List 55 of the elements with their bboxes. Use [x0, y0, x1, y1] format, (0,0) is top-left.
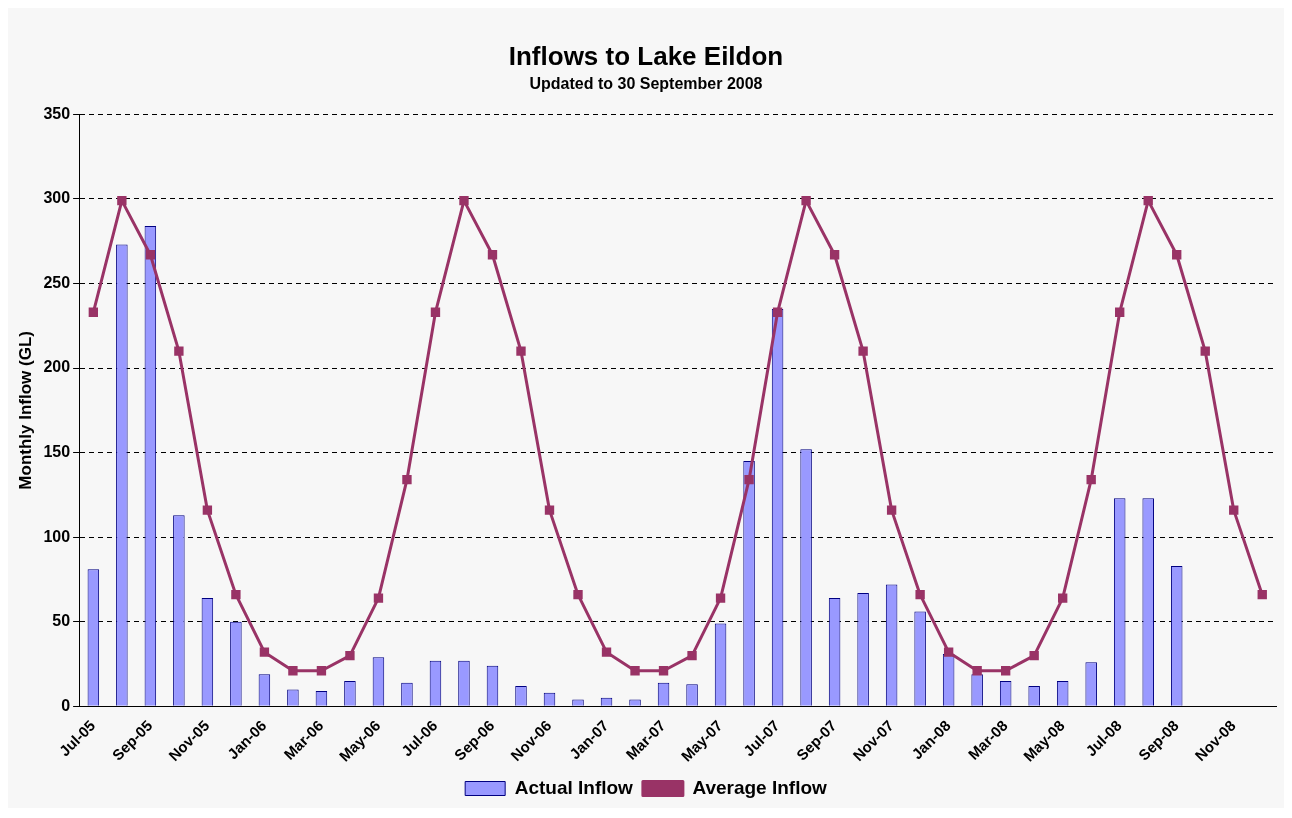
point [687, 650, 697, 661]
y-tick-label: 200 [43, 358, 71, 376]
point [715, 593, 726, 603]
y-tick-label: 0 [61, 696, 71, 714]
y-tick-label: 100 [43, 527, 71, 545]
y-tick-label: 300 [43, 189, 71, 207]
point [145, 250, 156, 260]
point [630, 666, 640, 676]
point [174, 346, 184, 356]
y-tick-label: 350 [43, 104, 71, 122]
point [915, 590, 925, 600]
point [316, 666, 327, 676]
point [1086, 475, 1096, 485]
point [373, 593, 384, 603]
legend-label: Average Inflow [692, 776, 828, 798]
point [459, 195, 469, 206]
point [886, 505, 897, 515]
point [1029, 650, 1039, 661]
chart-subtitle: Updated to 30 September 2008 [529, 75, 763, 93]
point [601, 647, 612, 657]
point [658, 666, 669, 676]
point [1115, 307, 1125, 317]
point [858, 346, 868, 356]
point [744, 475, 754, 485]
point [1143, 195, 1153, 206]
point [516, 346, 526, 356]
point [943, 647, 954, 657]
point [1200, 346, 1210, 356]
point [402, 475, 412, 485]
point [772, 307, 783, 317]
point [288, 666, 298, 676]
point [972, 666, 982, 676]
point [801, 195, 811, 206]
point [202, 505, 213, 515]
y-axis-title: Monthly Inflow (GL) [15, 331, 35, 490]
point [544, 505, 555, 515]
point [259, 647, 270, 657]
point [1172, 250, 1182, 260]
y-tick-label: 250 [43, 273, 71, 291]
y-tick-label: 50 [52, 612, 71, 630]
y-tick-label: 150 [43, 443, 71, 461]
point [430, 307, 441, 317]
point [231, 590, 241, 600]
point [345, 650, 355, 661]
point [117, 195, 127, 206]
point [1229, 505, 1239, 515]
point [1257, 590, 1267, 600]
point [88, 307, 99, 317]
point [487, 250, 498, 260]
point [829, 250, 840, 260]
point [1000, 666, 1011, 676]
chart-title: Inflows to Lake Eildon [508, 40, 784, 71]
point [1058, 593, 1068, 603]
legend-label: Actual Inflow [514, 776, 634, 798]
point [573, 590, 583, 600]
